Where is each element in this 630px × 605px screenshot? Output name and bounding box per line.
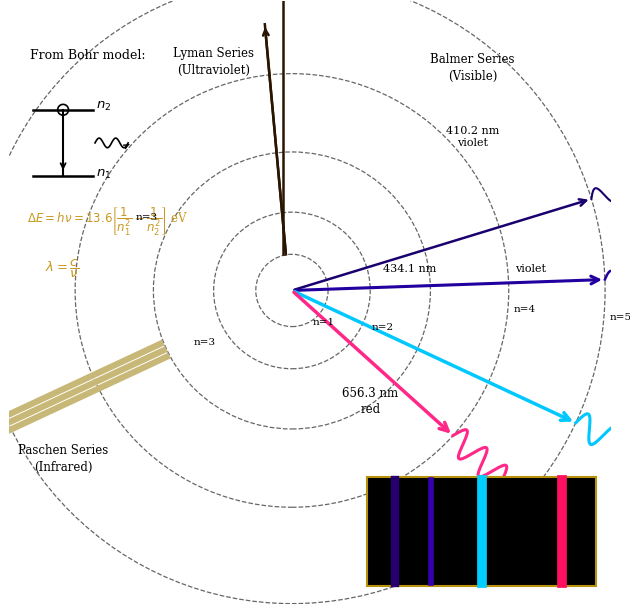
FancyBboxPatch shape bbox=[367, 477, 596, 586]
Text: Paschen Series
(Infrared): Paschen Series (Infrared) bbox=[18, 444, 108, 474]
Text: n=4: n=4 bbox=[514, 305, 536, 314]
Text: n=3: n=3 bbox=[194, 338, 216, 347]
Text: From Bohr model:: From Bohr model: bbox=[30, 49, 146, 62]
Text: n=5: n=5 bbox=[610, 313, 630, 322]
Text: Lyman Series
(Ultraviolet): Lyman Series (Ultraviolet) bbox=[173, 47, 254, 77]
Text: 656.3 nm
red: 656.3 nm red bbox=[342, 387, 398, 416]
Text: $n_2$: $n_2$ bbox=[96, 100, 112, 113]
Text: n=2: n=2 bbox=[372, 323, 394, 332]
Text: violet: violet bbox=[515, 264, 546, 275]
Text: 434.1 nm: 434.1 nm bbox=[382, 264, 436, 275]
Text: Balmer Series
(Visible): Balmer Series (Visible) bbox=[430, 53, 515, 83]
Text: $\lambda = \dfrac{c}{\nu}$: $\lambda = \dfrac{c}{\nu}$ bbox=[45, 258, 79, 281]
Text: 486.1 nm
bluegreen: 486.1 nm bluegreen bbox=[517, 478, 573, 500]
Text: n=1: n=1 bbox=[312, 318, 335, 327]
Text: $n_1$: $n_1$ bbox=[96, 168, 112, 181]
Text: $\Delta E = h\nu = 13.6\left[\dfrac{1}{n_1^2} - \dfrac{1}{n_2^2}\right]$ eV: $\Delta E = h\nu = 13.6\left[\dfrac{1}{n… bbox=[27, 205, 188, 237]
Text: 410.2 nm
violet: 410.2 nm violet bbox=[446, 126, 500, 148]
Text: n=3: n=3 bbox=[136, 213, 158, 222]
